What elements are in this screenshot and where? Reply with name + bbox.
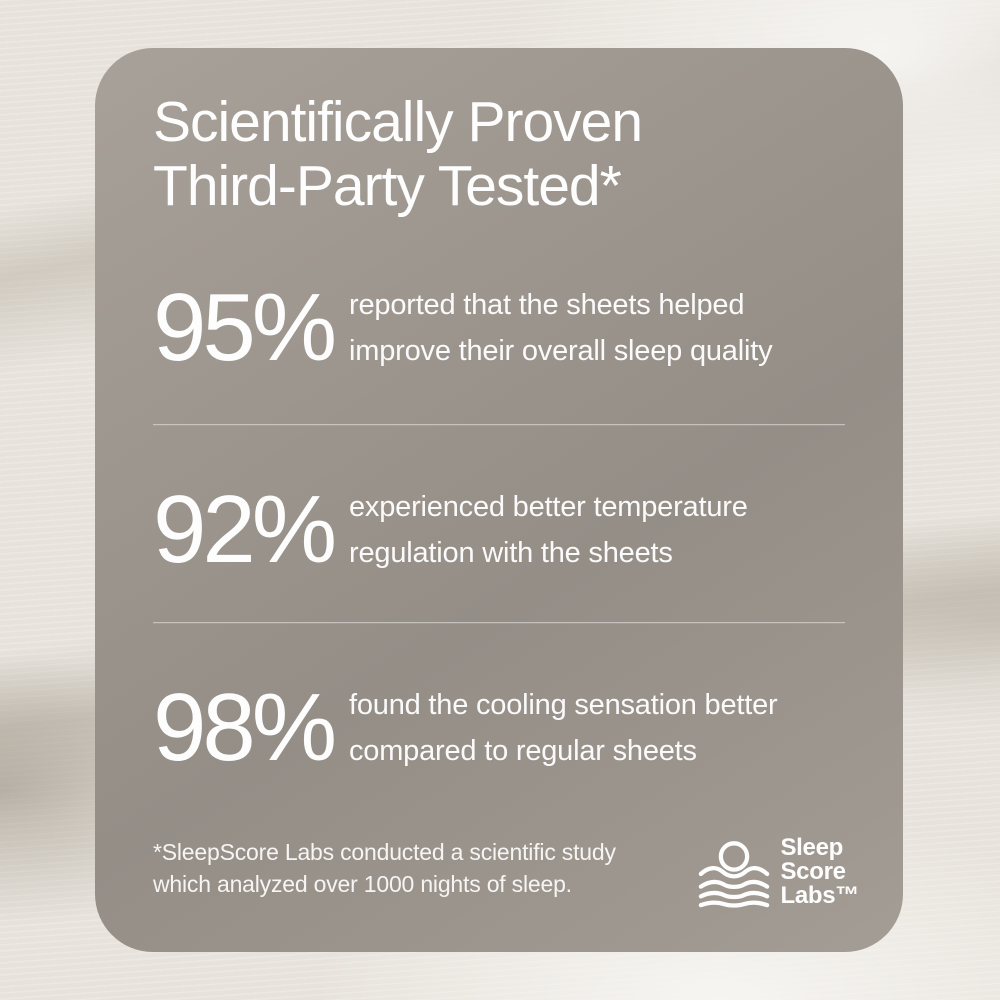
title-line-1: Scientifically Proven [153, 90, 643, 154]
logo-wordmark: Sleep Score Labs™ [780, 836, 859, 908]
sun-over-waves-icon [697, 836, 771, 910]
stat-description: experienced better temperature regulatio… [349, 484, 748, 576]
stat-row-sleep-quality: 95% reported that the sheets helped impr… [153, 276, 845, 380]
stat-description-line: reported that the sheets helped [349, 289, 745, 321]
logo-word-line: Sleep [780, 834, 844, 861]
stat-description-line: compared to regular sheets [349, 735, 697, 767]
panel-title: Scientifically Proven Third-Party Tested* [153, 90, 845, 218]
sleepscore-labs-logo: Sleep Score Labs™ [697, 836, 859, 910]
stat-row-temperature: 92% experienced better temperature regul… [153, 478, 845, 582]
logo-word-line: Labs™ [780, 882, 859, 909]
stat-description-line: found the cooling sensation better [349, 689, 778, 721]
stat-description: found the cooling sensation better compa… [349, 682, 778, 774]
study-footnote: *SleepScore Labs conducted a scientific … [153, 836, 616, 900]
panel-footer: *SleepScore Labs conducted a scientific … [153, 836, 859, 910]
stats-panel: Scientifically Proven Third-Party Tested*… [95, 48, 903, 952]
stat-value: 98% [153, 673, 337, 781]
logo-word-line: Score [780, 858, 846, 885]
title-line-2: Third-Party Tested* [153, 154, 622, 218]
stat-description: reported that the sheets helped improve … [349, 282, 773, 374]
stat-description-line: experienced better temperature [349, 491, 748, 523]
stat-row-cooling: 98% found the cooling sensation better c… [153, 676, 845, 780]
divider [153, 424, 845, 426]
stat-value: 92% [153, 475, 337, 583]
stat-description-line: regulation with the sheets [349, 537, 673, 569]
stat-value: 95% [153, 273, 337, 381]
footnote-line: which analyzed over 1000 nights of sleep… [153, 871, 572, 897]
divider [153, 622, 845, 624]
footnote-line: *SleepScore Labs conducted a scientific … [153, 839, 616, 865]
stat-description-line: improve their overall sleep quality [349, 335, 773, 367]
